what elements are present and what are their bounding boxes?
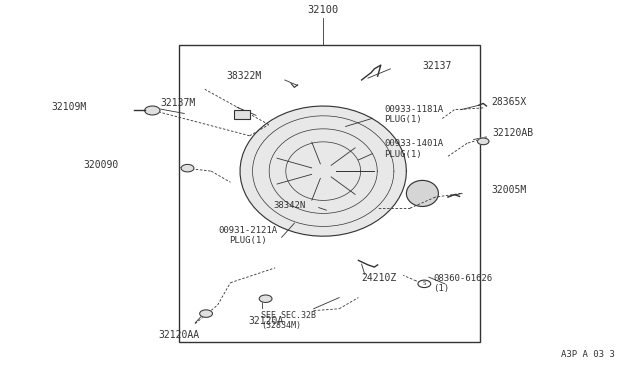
Bar — [179, 45, 480, 342]
Text: S: S — [422, 281, 426, 286]
Bar — [234, 110, 250, 119]
Circle shape — [418, 280, 431, 288]
Circle shape — [145, 106, 160, 115]
Circle shape — [181, 164, 194, 172]
Text: 38322M: 38322M — [226, 71, 261, 80]
Ellipse shape — [406, 180, 438, 206]
Circle shape — [477, 138, 489, 145]
Circle shape — [259, 295, 272, 302]
Text: 32120AA: 32120AA — [159, 330, 200, 340]
Text: SEE SEC.32B
(32834M): SEE SEC.32B (32834M) — [261, 311, 316, 330]
Text: 24210Z: 24210Z — [362, 273, 397, 283]
Text: 00933-1401A
PLUG(1): 00933-1401A PLUG(1) — [384, 139, 443, 158]
Text: 32109M: 32109M — [51, 102, 86, 112]
Text: 32120A: 32120A — [248, 316, 284, 326]
Polygon shape — [240, 106, 406, 236]
Text: A3P A 03 3: A3P A 03 3 — [561, 350, 614, 359]
Text: 320090: 320090 — [84, 160, 119, 170]
Text: 38342N: 38342N — [274, 201, 306, 210]
Text: 00933-1181A
PLUG(1): 00933-1181A PLUG(1) — [384, 105, 443, 124]
Text: 32100: 32100 — [308, 6, 339, 15]
Circle shape — [200, 310, 212, 317]
Text: 28365X: 28365X — [492, 97, 527, 107]
Text: 32005M: 32005M — [492, 186, 527, 195]
Text: 32120AB: 32120AB — [493, 128, 534, 138]
Text: 32137M: 32137M — [160, 99, 195, 108]
Text: 32137: 32137 — [422, 61, 452, 71]
Text: 00931-2121A
PLUG(1): 00931-2121A PLUG(1) — [219, 226, 278, 245]
Text: 08360-61626
(1): 08360-61626 (1) — [433, 274, 492, 293]
